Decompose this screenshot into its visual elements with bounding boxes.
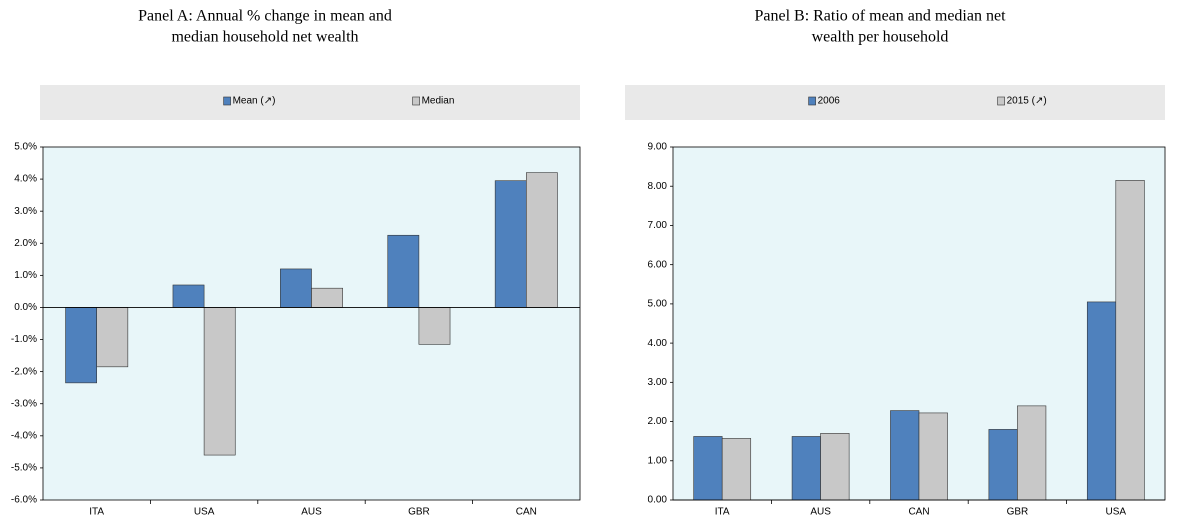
y-tick-label: 4.00 xyxy=(648,338,668,349)
bar xyxy=(988,429,1018,501)
bar xyxy=(494,180,527,308)
bar xyxy=(721,438,752,501)
bar xyxy=(280,268,312,308)
y-tick-label: 3.0% xyxy=(14,206,37,217)
y-tick-label: -6.0% xyxy=(11,495,37,506)
y-tick-label: 2.0% xyxy=(14,238,37,249)
bar xyxy=(1115,180,1145,501)
y-tick-label: 0.00 xyxy=(648,495,668,506)
legend-label: Mean (↗) xyxy=(233,96,276,107)
legend-swatch xyxy=(997,96,1005,106)
bar xyxy=(311,287,343,308)
y-tick-label: -5.0% xyxy=(11,463,37,474)
y-tick-label: 0.0% xyxy=(14,302,37,313)
legend xyxy=(40,85,580,120)
x-tick-label: CAN xyxy=(516,507,537,518)
y-tick-label: -3.0% xyxy=(11,398,37,409)
y-tick-label: 1.00 xyxy=(648,455,668,466)
bar xyxy=(172,284,205,308)
x-tick-label: AUS xyxy=(301,507,322,518)
chart-title: wealth per household xyxy=(812,29,949,46)
legend-label: Median xyxy=(422,96,455,107)
x-tick-label: GBR xyxy=(1007,507,1029,518)
x-tick-label: AUS xyxy=(810,507,831,518)
bar xyxy=(1086,301,1117,501)
legend-swatch xyxy=(223,96,231,106)
y-tick-label: 2.00 xyxy=(648,416,668,427)
y-tick-label: 1.0% xyxy=(14,270,37,281)
y-tick-label: 5.00 xyxy=(648,299,668,310)
bar xyxy=(1017,405,1047,501)
plot-area xyxy=(42,146,581,501)
bar xyxy=(418,307,451,345)
chart-title: Panel B: Ratio of mean and median net xyxy=(754,8,1006,25)
bar xyxy=(65,307,98,384)
x-tick-label: ITA xyxy=(715,507,730,518)
bar xyxy=(387,234,420,308)
bar xyxy=(918,412,948,501)
x-tick-label: CAN xyxy=(908,507,929,518)
bar xyxy=(693,436,723,501)
bar xyxy=(890,410,920,501)
bar xyxy=(96,307,129,368)
y-tick-label: 8.00 xyxy=(648,181,668,192)
legend-label: 2015 (↗) xyxy=(1007,96,1047,107)
bar xyxy=(791,436,821,501)
y-tick-label: 4.0% xyxy=(14,174,37,185)
legend-swatch xyxy=(412,96,420,106)
y-tick-label: 7.00 xyxy=(648,220,668,231)
x-tick-label: ITA xyxy=(89,507,104,518)
legend-swatch xyxy=(808,96,816,106)
y-tick-label: -2.0% xyxy=(11,366,37,377)
x-tick-label: USA xyxy=(1106,507,1127,518)
chart-title: Panel A: Annual % change in mean and xyxy=(138,8,392,25)
y-tick-label: -4.0% xyxy=(11,430,37,441)
bar xyxy=(203,307,236,456)
y-tick-label: 9.00 xyxy=(648,142,668,153)
x-tick-label: USA xyxy=(194,507,215,518)
y-tick-label: 6.00 xyxy=(648,259,668,270)
bar xyxy=(820,433,850,501)
bar xyxy=(525,172,558,308)
legend-label: 2006 xyxy=(818,96,841,107)
y-tick-label: 5.0% xyxy=(14,142,37,153)
legend xyxy=(625,85,1165,120)
x-tick-label: GBR xyxy=(408,507,430,518)
chart-title: median household net wealth xyxy=(171,29,358,46)
y-tick-label: 3.00 xyxy=(648,377,668,388)
y-tick-label: -1.0% xyxy=(11,334,37,345)
